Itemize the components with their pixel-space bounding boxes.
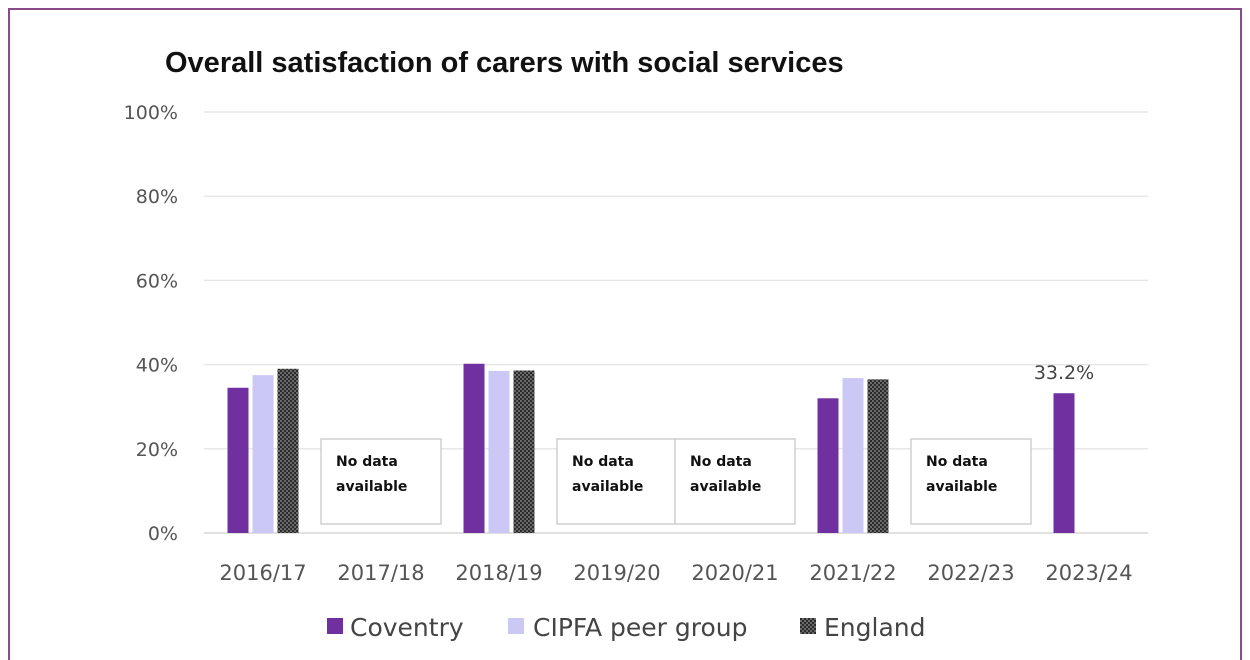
no-data-text: available [926,479,997,495]
legend-swatch [508,618,524,634]
no-data-text: No data [926,454,988,470]
y-tick-label: 80% [136,186,178,208]
annotations: No data available No data available No data a… [320,438,1032,525]
bars: 33.2% [227,362,1094,533]
bar-coventry [227,387,249,533]
legend-label: CIPFA peer group [533,613,748,642]
no-data-box: No data available [320,438,442,525]
legend-label: Coventry [350,613,464,642]
legend-swatch [800,618,816,634]
x-tick-label: 2020/21 [691,561,778,585]
x-tick-label: 2019/20 [573,561,660,585]
bar-cipfa-peer-group [252,375,274,533]
legend-label: England [824,613,926,642]
x-tick-label: 2023/24 [1045,561,1132,585]
legend-item: England [800,613,926,642]
x-tick-label: 2017/18 [337,561,424,585]
bar-coventry [817,398,839,533]
chart-frame [8,8,1242,660]
bar-coventry [463,363,485,533]
no-data-text: available [690,479,761,495]
y-axis: 0% 20% 40% 60% 80% 100% [124,102,178,545]
x-tick-label: 2016/17 [219,561,306,585]
no-data-box: No data available [556,438,678,525]
x-tick-label: 2022/23 [927,561,1014,585]
no-data-box: No data available [674,438,796,525]
legend-item: CIPFA peer group [508,613,748,642]
no-data-text: No data [572,454,634,470]
bar-coventry [1053,393,1075,533]
legend-item: Coventry [327,613,464,642]
x-tick-label: 2018/19 [455,561,542,585]
y-tick-label: 40% [136,355,178,377]
x-tick-label: 2021/22 [809,561,896,585]
y-tick-label: 0% [148,523,178,545]
no-data-box-border [910,438,1032,525]
bar-cipfa-peer-group [488,370,510,533]
y-tick-label: 20% [136,439,178,461]
data-label: 33.2% [1034,362,1094,384]
no-data-box: No data available [910,438,1032,525]
no-data-text: available [336,479,407,495]
no-data-text: No data [336,454,398,470]
bar-england [867,379,889,533]
no-data-text: No data [690,454,752,470]
no-data-box-border [556,438,678,525]
x-axis: 2016/17 2017/18 2018/19 2019/20 2020/21 2021/… [219,561,1132,585]
no-data-text: available [572,479,643,495]
bar-england [513,370,535,533]
no-data-box-border [320,438,442,525]
legend: Coventry CIPFA peer group England [327,613,926,642]
y-tick-label: 100% [124,102,178,124]
no-data-box-border [674,438,796,525]
y-tick-label: 60% [136,270,178,292]
bar-cipfa-peer-group [842,378,864,533]
bar-england [277,368,299,533]
chart-title: Overall satisfaction of carers with soci… [165,47,844,79]
legend-swatch [327,618,343,634]
